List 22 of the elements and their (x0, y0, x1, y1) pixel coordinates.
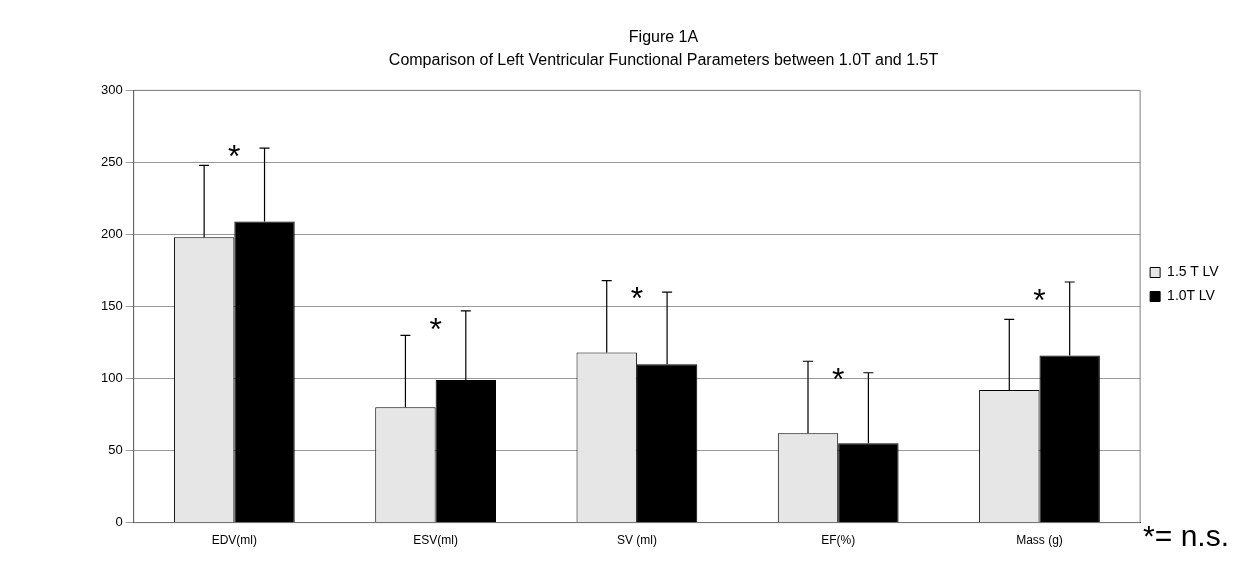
y-tick-label: 200 (100, 226, 123, 242)
annotation: * (1033, 281, 1046, 318)
legend-label: 1.5 T LV (1167, 263, 1220, 280)
x-tick-label: ESV(ml) (413, 533, 458, 548)
legend-label: 1.0T LV (1167, 287, 1216, 304)
chart-subtitle: Comparison of Left Ventricular Functional Parameters between 1.0T and 1.5T (388, 51, 939, 69)
x-tick-label: Mass (g) (1016, 533, 1063, 548)
y-tick-label: 250 (100, 154, 123, 170)
chart-title: Figure 1A (628, 28, 699, 46)
y-tick-label: 0 (115, 514, 123, 530)
x-tick-label: SV (ml) (616, 533, 657, 548)
y-tick-label: 300 (100, 81, 123, 97)
x-tick-label: EDV(ml) (211, 533, 257, 548)
text: *= n.s. (1143, 519, 1229, 553)
annotation: * (429, 310, 442, 347)
y-tick-label: 150 (100, 298, 123, 314)
y-tick-label: 50 (108, 442, 123, 458)
annotation: * (228, 137, 241, 174)
annotation: * (831, 361, 845, 398)
annotation: * (630, 280, 644, 317)
x-tick-label: EF(%) (821, 533, 856, 548)
y-tick-label: 100 (100, 370, 123, 386)
